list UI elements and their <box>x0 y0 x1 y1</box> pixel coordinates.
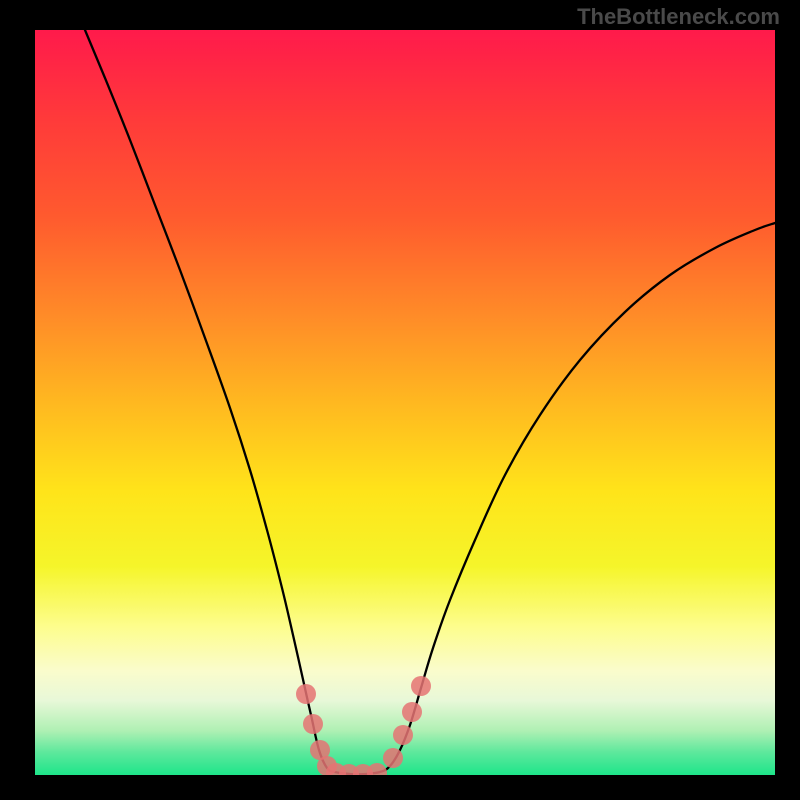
marker-dot <box>393 725 413 745</box>
plot-area <box>35 30 775 775</box>
marker-dot <box>296 684 316 704</box>
marker-dot <box>402 702 422 722</box>
marker-dot <box>303 714 323 734</box>
curve-line <box>85 30 775 774</box>
marker-dot <box>367 763 387 775</box>
watermark-text: TheBottleneck.com <box>577 4 780 30</box>
marker-dot <box>411 676 431 696</box>
marker-dot <box>383 748 403 768</box>
chart-svg <box>35 30 775 775</box>
